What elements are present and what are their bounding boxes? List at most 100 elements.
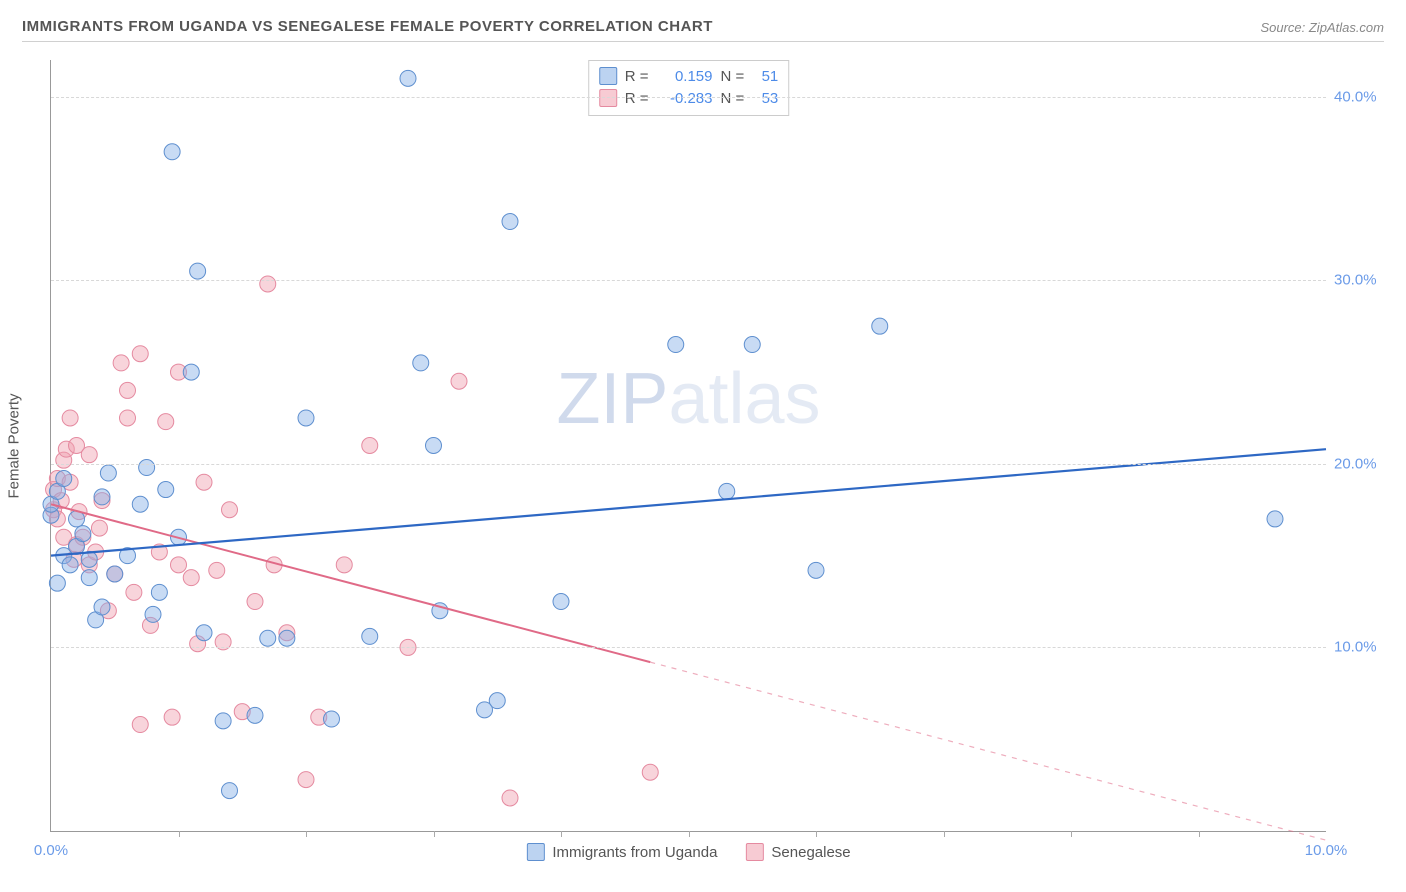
scatter-point [744, 337, 760, 353]
gridline-h [51, 280, 1326, 281]
r-value-pink: -0.283 [657, 90, 713, 107]
gridline-h [51, 97, 1326, 98]
x-minor-tick [561, 831, 562, 837]
scatter-point [719, 483, 735, 499]
gridline-h [51, 464, 1326, 465]
scatter-point [158, 482, 174, 498]
x-minor-tick [689, 831, 690, 837]
y-tick-label: 10.0% [1334, 639, 1394, 656]
y-tick-label: 20.0% [1334, 455, 1394, 472]
scatter-point [413, 355, 429, 371]
scatter-point [145, 606, 161, 622]
swatch-blue [599, 67, 617, 85]
legend-label-pink: Senegalese [771, 844, 850, 861]
scatter-point [164, 709, 180, 725]
swatch-blue [526, 843, 544, 861]
gridline-h [51, 647, 1326, 648]
scatter-point [477, 702, 493, 718]
scatter-point [120, 382, 136, 398]
scatter-point [260, 630, 276, 646]
n-value-pink: 53 [752, 90, 778, 107]
scatter-point [553, 594, 569, 610]
scatter-point [247, 594, 263, 610]
scatter-point [426, 438, 442, 454]
stats-row-pink: R = -0.283 N = 53 [599, 87, 779, 109]
scatter-point [336, 557, 352, 573]
scatter-point [324, 711, 340, 727]
scatter-point [502, 790, 518, 806]
x-minor-tick [816, 831, 817, 837]
scatter-point [94, 489, 110, 505]
stats-legend: R = 0.159 N = 51 R = -0.283 N = 53 [588, 60, 790, 116]
stats-row-blue: R = 0.159 N = 51 [599, 65, 779, 87]
regression-line [51, 449, 1326, 555]
r-value-blue: 0.159 [657, 68, 713, 85]
legend-item-blue: Immigrants from Uganda [526, 843, 717, 861]
scatter-point [808, 562, 824, 578]
scatter-point [400, 70, 416, 86]
title-bar: IMMIGRANTS FROM UGANDA VS SENEGALESE FEM… [22, 14, 1384, 42]
scatter-point [190, 263, 206, 279]
scatter-point [183, 364, 199, 380]
chart-svg [51, 60, 1326, 831]
r-label: R = [625, 90, 649, 107]
x-tick-label: 0.0% [34, 842, 68, 859]
chart-title: IMMIGRANTS FROM UGANDA VS SENEGALESE FEM… [22, 18, 713, 35]
legend-item-pink: Senegalese [745, 843, 850, 861]
scatter-point [81, 570, 97, 586]
scatter-point [196, 474, 212, 490]
scatter-point [362, 438, 378, 454]
scatter-point [298, 772, 314, 788]
source-prefix: Source: [1260, 20, 1308, 35]
plot-area: ZIPatlas R = 0.159 N = 51 R = -0.283 N =… [50, 60, 1326, 832]
y-tick-label: 30.0% [1334, 272, 1394, 289]
r-label: R = [625, 68, 649, 85]
scatter-point [107, 566, 123, 582]
bottom-legend: Immigrants from Uganda Senegalese [526, 843, 850, 861]
source-name: ZipAtlas.com [1309, 20, 1384, 35]
scatter-point [132, 496, 148, 512]
scatter-point [91, 520, 107, 536]
scatter-point [164, 144, 180, 160]
scatter-point [94, 599, 110, 615]
scatter-point [298, 410, 314, 426]
scatter-point [668, 337, 684, 353]
scatter-point [279, 630, 295, 646]
scatter-point [139, 460, 155, 476]
scatter-point [100, 465, 116, 481]
regression-line [51, 504, 650, 662]
scatter-point [1267, 511, 1283, 527]
x-minor-tick [434, 831, 435, 837]
swatch-pink [745, 843, 763, 861]
scatter-point [183, 570, 199, 586]
n-label: N = [721, 68, 745, 85]
scatter-point [81, 447, 97, 463]
plot-wrap: ZIPatlas R = 0.159 N = 51 R = -0.283 N =… [50, 60, 1326, 832]
regression-line-extrapolated [650, 662, 1326, 840]
x-tick-label: 10.0% [1305, 842, 1348, 859]
x-minor-tick [306, 831, 307, 837]
x-minor-tick [1199, 831, 1200, 837]
scatter-point [62, 410, 78, 426]
y-axis-label: Female Poverty [6, 393, 23, 498]
scatter-point [132, 717, 148, 733]
scatter-point [126, 584, 142, 600]
scatter-point [215, 713, 231, 729]
scatter-point [222, 502, 238, 518]
y-tick-label: 40.0% [1334, 88, 1394, 105]
scatter-point [62, 557, 78, 573]
scatter-point [196, 625, 212, 641]
scatter-point [171, 557, 187, 573]
scatter-point [362, 628, 378, 644]
n-value-blue: 51 [752, 68, 778, 85]
source-label: Source: ZipAtlas.com [1260, 20, 1384, 35]
scatter-point [260, 276, 276, 292]
scatter-point [132, 346, 148, 362]
scatter-point [113, 355, 129, 371]
scatter-point [120, 410, 136, 426]
scatter-point [502, 214, 518, 230]
scatter-point [247, 707, 263, 723]
scatter-point [222, 783, 238, 799]
scatter-point [451, 373, 467, 389]
n-label: N = [721, 90, 745, 107]
